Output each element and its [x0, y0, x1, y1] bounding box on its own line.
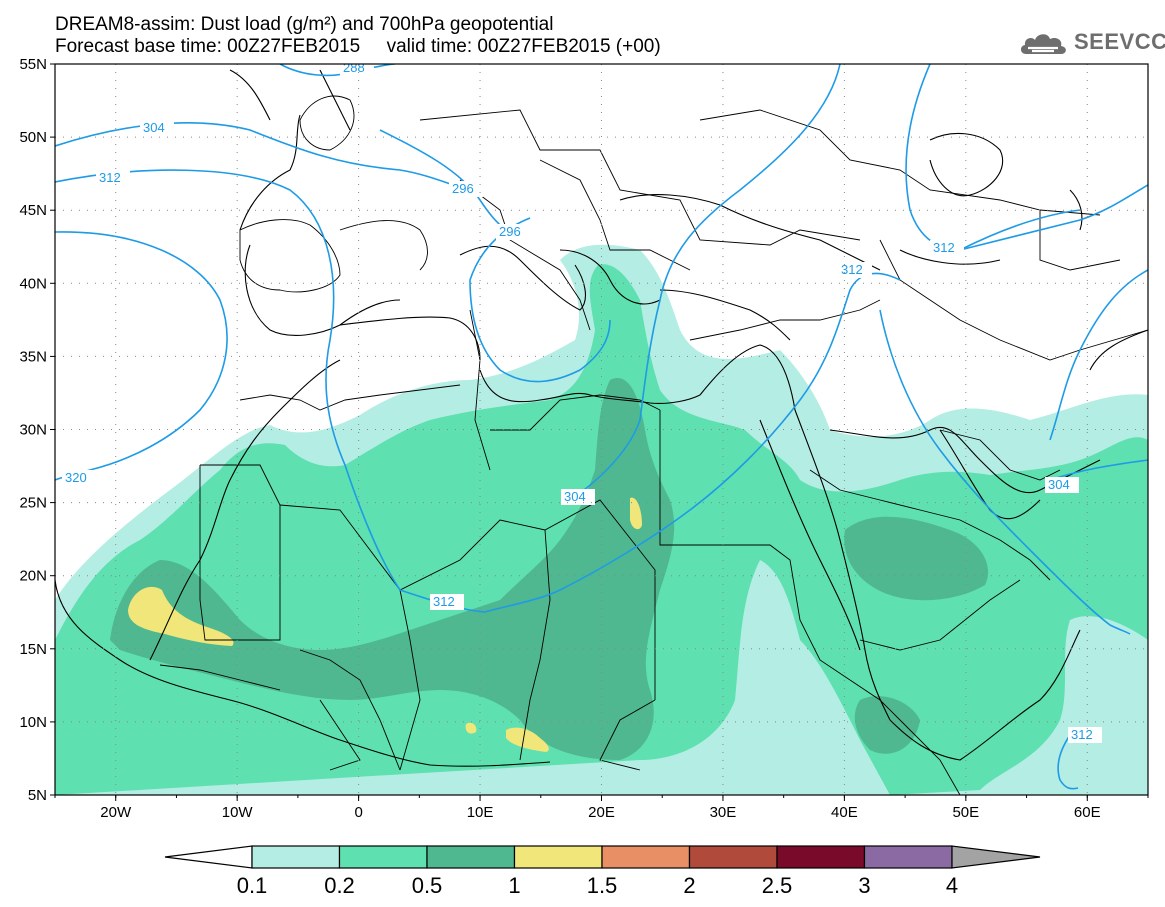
colorbar-under-arrow: [164, 845, 253, 869]
colorbar-swatch: [776, 845, 866, 869]
contour-label: 296: [452, 181, 474, 196]
dust-field-1: [128, 497, 642, 752]
contour-label: 312: [933, 240, 955, 255]
colorbar-swatch: [251, 845, 341, 869]
contour-label: 304: [564, 489, 586, 504]
colorbar-label: 4: [946, 873, 958, 898]
lat-tick-label: 50N: [19, 129, 47, 146]
lat-tick-label: 10N: [19, 714, 47, 731]
logo-text: SEEVCCC: [1074, 29, 1165, 54]
contour-labels: 288 304 312 296 296 312 312 320 304 304 …: [62, 60, 1102, 743]
colorbar-label: 1.5: [587, 873, 618, 898]
colorbar-swatch: [688, 845, 778, 869]
lon-tick-label: 10W: [222, 804, 254, 821]
colorbar-label: 2.5: [762, 873, 793, 898]
lat-tick-label: 35N: [19, 348, 47, 365]
contour-label: 304: [1048, 477, 1070, 492]
contour-label: 288: [343, 60, 365, 75]
contour-label: 312: [99, 170, 121, 185]
lat-tick-label: 55N: [19, 56, 47, 73]
axis-ticks: [50, 63, 1149, 801]
colorbar-swatch: [863, 845, 953, 869]
contour-label: 320: [65, 470, 87, 485]
lon-tick-label: 40E: [831, 804, 858, 821]
colorbar-over-arrow: [951, 845, 1041, 869]
colorbar-swatch: [513, 845, 603, 869]
dust-field-0.5: [110, 378, 989, 760]
contour-label: 312: [841, 262, 863, 277]
contour-label: 312: [1071, 727, 1093, 742]
colorbar-swatch: [426, 845, 516, 869]
country-borders: [159, 95, 1148, 795]
colorbar-swatch: [601, 845, 691, 869]
colorbar-swatch: [338, 845, 428, 869]
contour-label: 296: [499, 224, 521, 239]
lon-tick-label: 0: [354, 804, 362, 821]
colorbar-label: 2: [683, 873, 695, 898]
colorbar-label: 1: [508, 873, 520, 898]
contour-label: 304: [143, 120, 165, 135]
lat-tick-label: 25N: [19, 495, 47, 512]
longitude-labels: 20W 10W 0 10E 20E 30E 40E 50E 60E: [100, 804, 1100, 821]
lon-tick-label: 50E: [952, 804, 979, 821]
lat-tick-label: 20N: [19, 568, 47, 585]
contour-label: 312: [433, 594, 455, 609]
lon-tick-label: 60E: [1074, 804, 1101, 821]
lon-tick-label: 10E: [467, 804, 494, 821]
lat-tick-label: 15N: [19, 641, 47, 658]
lat-tick-label: 30N: [19, 422, 47, 439]
colorbar-label: 0.2: [324, 873, 355, 898]
colorbar: 0.1 0.2 0.5 1 1.5 2 2.5 3 4: [164, 845, 1041, 898]
latitude-labels: 55N 50N 45N 40N 35N 30N 25N 20N 15N 10N 5N: [19, 56, 47, 804]
map-title: DREAM8-assim: Dust load (g/m²) and 700hP…: [55, 14, 554, 35]
colorbar-label: 0.1: [237, 873, 268, 898]
forecast-time-line: Forecast base time: 00Z27FEB2015 valid t…: [55, 36, 661, 57]
lon-tick-label: 20E: [588, 804, 615, 821]
lon-tick-label: 20W: [100, 804, 132, 821]
seevccc-logo: SEEVCCC: [1018, 28, 1165, 56]
colorbar-label: 3: [858, 873, 870, 898]
colorbar-label: 0.5: [412, 873, 443, 898]
lon-tick-label: 30E: [710, 804, 737, 821]
lat-tick-label: 40N: [19, 275, 47, 292]
lat-tick-label: 5N: [28, 787, 47, 804]
lat-tick-label: 45N: [19, 202, 47, 219]
cloud-icon: [1020, 34, 1066, 54]
